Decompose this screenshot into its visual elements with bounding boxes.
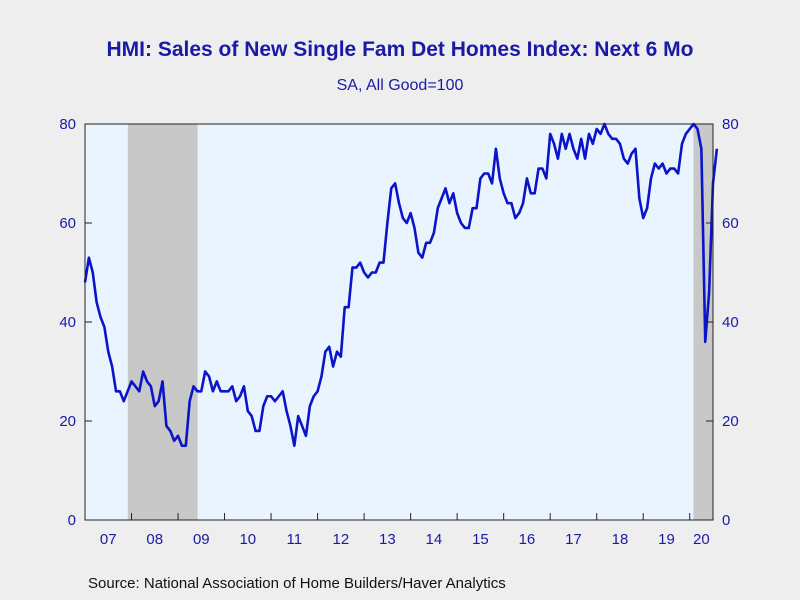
y-tick-label-left: 20 — [59, 413, 76, 430]
x-tick-label: 19 — [658, 531, 675, 548]
x-tick-label: 15 — [472, 531, 489, 548]
series-line — [83, 122, 719, 448]
y-tick-label-left: 40 — [59, 314, 76, 331]
x-tick-label: 12 — [333, 531, 350, 548]
chart-subtitle: SA, All Good=100 — [336, 77, 464, 94]
series-line-group — [83, 122, 719, 448]
y-tick-label-right: 60 — [722, 215, 739, 232]
x-tick-label: 10 — [239, 531, 256, 548]
axes: 0 0 20 20 40 40 60 60 80 80 07 08 09 10 11 12 13 14 15 16 17… — [59, 116, 738, 548]
x-tick-label: 17 — [565, 531, 582, 548]
x-tick-label: 08 — [146, 531, 163, 548]
y-tick-label-left: 0 — [68, 512, 76, 529]
x-tick-label: 07 — [100, 531, 117, 548]
x-tick-label: 11 — [287, 531, 303, 548]
source-note: Source: National Association of Home Bui… — [88, 575, 506, 592]
y-tick-label-right: 20 — [722, 413, 739, 430]
x-tick-label: 20 — [693, 531, 710, 548]
y-tick-label-right: 80 — [722, 116, 739, 133]
x-tick-label: 16 — [519, 531, 536, 548]
y-tick-label-left: 60 — [59, 215, 76, 232]
x-tick-label: 14 — [426, 531, 443, 548]
x-tick-label: 18 — [612, 531, 629, 548]
x-tick-label: 09 — [193, 531, 210, 548]
chart-title: HMI: Sales of New Single Fam Det Homes I… — [106, 38, 694, 61]
recession-shade-band — [127, 124, 198, 520]
x-tick-label: 13 — [379, 531, 396, 548]
y-tick-label-left: 80 — [59, 116, 76, 133]
y-tick-label-right: 40 — [722, 314, 739, 331]
y-tick-label-right: 0 — [722, 512, 730, 529]
